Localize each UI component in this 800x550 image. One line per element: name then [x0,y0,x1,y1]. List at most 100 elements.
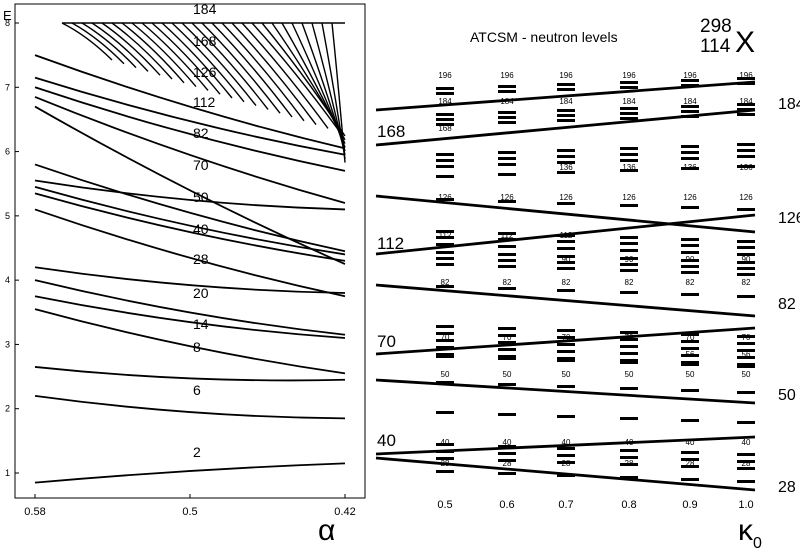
magic-number-label: 20 [193,285,209,301]
level-bar [681,79,699,82]
level-bar [681,151,699,154]
level-bar [681,105,699,108]
level-line [34,308,346,375]
nucleus-mass-number: 298 [700,16,732,37]
gap-number-label: 50 [562,370,571,379]
level-line [331,22,346,163]
level-bar [498,459,516,462]
y-tick-label: 4 [5,275,10,285]
x-axis-label-alpha: α [318,514,335,547]
level-bar [737,82,755,85]
level-bar [620,86,638,89]
kappa-tick-label: 0.8 [621,499,636,511]
level-bar [737,143,755,146]
y-tick-label: 6 [5,147,10,157]
level-bar [436,353,454,356]
level-bar [737,467,755,470]
y-tick-label: 8 [5,18,10,28]
level-bar [436,123,454,126]
level-bar [681,145,699,148]
level-bar [498,265,516,268]
magic-number-label: 40 [193,221,209,237]
y-ticks: 1 2 3 4 5 6 7 8 [5,18,19,478]
level-bar [737,349,755,352]
gap-number-label: 82 [503,278,512,287]
level-bar [681,451,699,454]
level-line [251,22,341,133]
level-bar [436,165,454,168]
level-line [34,76,346,156]
level-bar [737,155,755,158]
kappa-tick-label: 0.7 [558,499,573,511]
level-bar [620,112,638,115]
level-bar [436,355,454,358]
level-bar [681,354,699,357]
level-bar [557,385,575,388]
level-bar [681,110,699,113]
gap-number-label: 196 [622,71,636,80]
kappa-tick-label: 1.0 [738,499,753,511]
gap-number-label: 28 [742,459,751,468]
level-bar [557,289,575,292]
gap-number-label: 126 [683,193,697,202]
gap-number-label: 82 [441,278,450,287]
level-bar [620,236,638,239]
level-line [34,105,346,265]
right-magic-label: 126 [778,210,800,227]
level-bar [620,291,638,294]
level-bar [737,391,755,394]
level-bar [436,263,454,266]
level-bar [681,340,699,343]
level-line [111,22,173,80]
left-panel: E α 1 2 3 4 5 6 7 8 0.58 0.5 0.42 2 6 8 14 20 28 40 50 70… [3,1,366,547]
level-bar [620,417,638,420]
level-bar [681,206,699,209]
gap-number-label: 112 [501,231,514,240]
gap-number-label: 40 [503,438,512,447]
level-bar [620,331,638,334]
level-line [311,22,346,156]
level-bar [620,387,638,390]
gap-number-label: 196 [739,71,753,80]
level-bar [737,108,755,111]
left-magic-label: 40 [377,431,396,450]
level-bar [620,359,638,362]
level-bar [557,234,575,237]
level-line [231,22,317,126]
magic-number-label: 8 [193,339,201,355]
level-line [81,22,137,69]
level-bar [436,339,454,342]
level-lines [34,22,346,484]
level-line [161,22,233,99]
gap-number-label: 126 [739,193,753,202]
level-bar [681,465,699,468]
gap-number-label: 40 [742,438,751,447]
level-bar [681,238,699,241]
level-bar [498,355,516,358]
level-line [34,163,346,253]
gap-number-label: 28 [686,459,695,468]
level-bar [436,470,454,473]
magic-number-label: 184 [193,1,217,17]
level-bar [557,161,575,164]
gap-number-label: 184 [683,97,697,106]
level-bar [681,259,699,262]
level-line [201,22,281,114]
level-line [191,22,269,110]
y-tick-label: 3 [5,339,10,349]
level-bar [681,458,699,461]
gap-number-label: 50 [625,370,634,379]
x-tick-label: 0.58 [24,506,45,518]
level-line [34,186,346,256]
level-bar [436,87,454,90]
level-bar [620,147,638,150]
gap-number-label: 184 [500,97,514,106]
level-bar [557,88,575,91]
level-bar [557,83,575,86]
y-tick-label: 5 [5,211,10,221]
gap-number-label: 28 [503,459,512,468]
level-bar [498,413,516,416]
level-bar [436,325,454,328]
level-bar [557,461,575,464]
